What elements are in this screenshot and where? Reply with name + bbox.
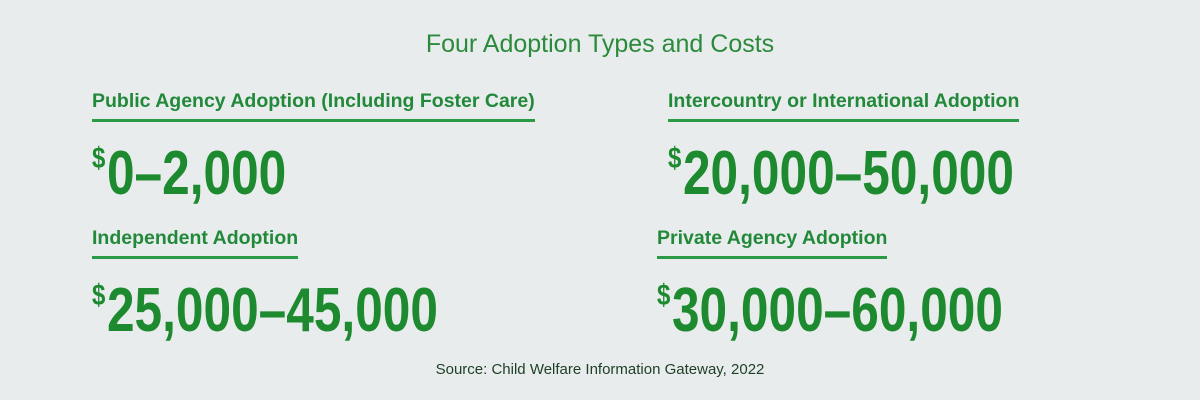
item-label: Private Agency Adoption xyxy=(657,227,888,259)
cost-item: Independent Adoption $25,000–45,000 xyxy=(92,227,524,342)
cost-item: Public Agency Adoption (Including Foster… xyxy=(92,90,535,205)
currency: $ xyxy=(92,142,106,175)
item-label: Public Agency Adoption (Including Foster… xyxy=(92,90,535,122)
amount: 30,000–60,000 xyxy=(671,276,1003,345)
currency: $ xyxy=(92,279,106,312)
amount: 25,000–45,000 xyxy=(106,276,438,345)
item-amount: $30,000–60,000 xyxy=(657,265,1003,342)
source: Source: Child Welfare Information Gatewa… xyxy=(435,361,765,378)
amount: 20,000–50,000 xyxy=(682,139,1014,208)
cost-item: Private Agency Adoption $30,000–60,000 xyxy=(657,227,1089,342)
currency: $ xyxy=(657,279,671,312)
amount: 0–2,000 xyxy=(106,139,287,208)
item-label: Independent Adoption xyxy=(92,227,299,259)
cost-item: Intercountry or International Adoption $… xyxy=(668,90,1100,205)
item-amount: $0–2,000 xyxy=(92,128,446,205)
currency: $ xyxy=(668,142,682,175)
item-amount: $25,000–45,000 xyxy=(92,265,438,342)
title: Four Adoption Types and Costs xyxy=(425,30,775,58)
item-amount: $20,000–50,000 xyxy=(668,128,1014,205)
item-label: Intercountry or International Adoption xyxy=(668,90,1020,122)
